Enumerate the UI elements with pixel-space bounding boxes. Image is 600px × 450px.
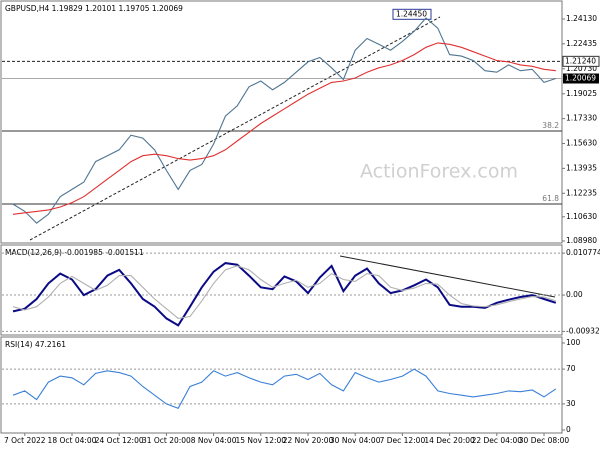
x-tick-label: 22 Nov 20:00 bbox=[283, 436, 334, 445]
x-tick-label: 18 Oct 04:00 bbox=[48, 436, 97, 445]
y-tick-label: 1.10630 bbox=[566, 212, 597, 221]
y-tick-label: 30 bbox=[566, 399, 576, 408]
y-tick-label: 1.12235 bbox=[566, 188, 597, 197]
y-tick-label: 1.24130 bbox=[566, 14, 597, 23]
y-tick-label: 100 bbox=[566, 338, 581, 347]
fib-label: 61.8 bbox=[542, 194, 559, 203]
main-title: GBPUSD,H4 1.19829 1.20101 1.19705 1.2006… bbox=[5, 4, 183, 13]
y-tick-label: 1.22435 bbox=[566, 39, 597, 48]
y-tick-label: 0.00 bbox=[566, 290, 583, 299]
x-tick-label: 31 Oct 20:00 bbox=[142, 436, 191, 445]
last-price-box bbox=[563, 73, 599, 84]
y-tick-label: 0.010774 bbox=[566, 248, 600, 257]
level-box bbox=[562, 55, 600, 67]
peak-label: 1.24450 bbox=[396, 9, 427, 18]
x-tick-label: 22 Dec 04:00 bbox=[472, 436, 523, 445]
macd-title: MACD(12,26,9) -0.001985 -0.001511 bbox=[5, 248, 144, 257]
rsi-title: RSI(14) 47.2161 bbox=[5, 340, 66, 349]
x-tick-label: 30 Nov 04:00 bbox=[330, 436, 381, 445]
series-line bbox=[12, 42, 556, 215]
x-tick-label: 30 Dec 08:00 bbox=[519, 436, 570, 445]
x-tick-label: 15 Nov 12:00 bbox=[236, 436, 287, 445]
x-tick-label: 7 Oct 2022 bbox=[4, 436, 46, 445]
trend-line bbox=[29, 16, 441, 241]
level-label: 1.21240 bbox=[565, 56, 596, 65]
series-line bbox=[12, 262, 557, 327]
watermark: ActionForex.com bbox=[360, 161, 518, 183]
x-tick-label: 7 Dec 12:00 bbox=[380, 436, 426, 445]
fib-label: 38.2 bbox=[542, 121, 559, 130]
x-tick-label: 8 Nov 04:00 bbox=[191, 436, 237, 445]
y-tick-label: 1.20730 bbox=[566, 64, 597, 73]
y-tick-label: 1.17330 bbox=[566, 114, 597, 123]
series-line bbox=[12, 17, 556, 224]
macd-panel bbox=[0, 244, 563, 336]
y-tick-label: 1.19025 bbox=[566, 89, 597, 98]
x-tick-label: 24 Oct 12:00 bbox=[95, 436, 144, 445]
y-tick-label: 1.08980 bbox=[566, 236, 597, 245]
macd-trend-line bbox=[339, 255, 556, 298]
y-tick-label: 0 bbox=[566, 425, 571, 434]
last-price-label: 1.20069 bbox=[565, 73, 596, 82]
main-panel bbox=[0, 0, 563, 244]
y-tick-label: 1.15630 bbox=[566, 139, 597, 148]
y-tick-label: 70 bbox=[566, 364, 576, 373]
series-line bbox=[12, 265, 556, 319]
y-tick-label: 1.13935 bbox=[566, 163, 597, 172]
series-line bbox=[12, 368, 557, 409]
y-tick-label: -0.009328 bbox=[566, 326, 600, 335]
x-tick-label: 14 Dec 20:00 bbox=[424, 436, 475, 445]
peak-box bbox=[392, 8, 432, 20]
rsi-panel bbox=[0, 336, 563, 434]
